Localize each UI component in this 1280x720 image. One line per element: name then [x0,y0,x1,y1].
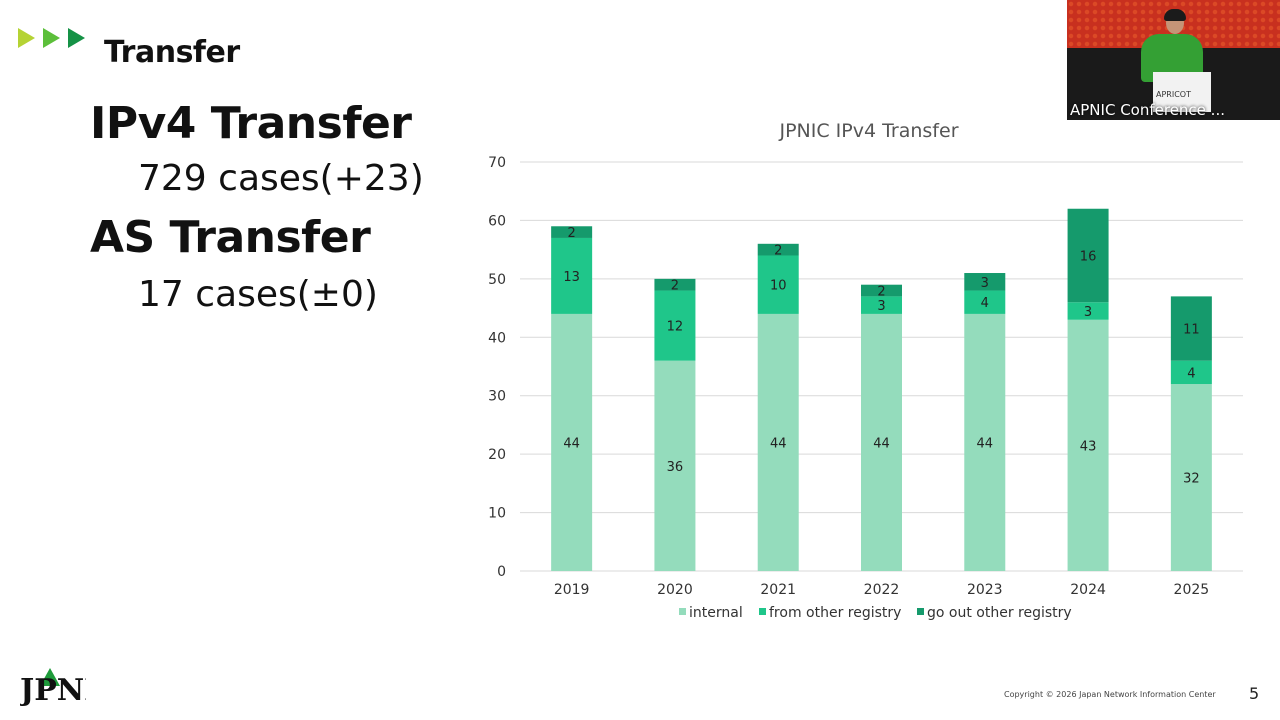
bar-segment [861,284,902,297]
data-label: 32 [1183,472,1200,487]
jpnic-logo: JPNIC [20,668,86,706]
data-label: 10 [770,279,787,294]
data-label: 3 [981,276,989,291]
data-label: 44 [563,436,580,451]
lectern [1153,72,1211,112]
logo-text: JPNIC [20,673,86,706]
data-label: 44 [873,436,890,451]
y-tick-label: 10 [488,506,506,522]
x-tick-label: 2020 [657,582,693,598]
bar-segment [1067,302,1109,320]
x-tick-label: 2025 [1174,582,1210,598]
title-arrows [18,28,85,48]
bar-segment [654,290,696,361]
legend-swatch [759,608,766,615]
data-label: 43 [1080,439,1097,454]
x-tick-label: 2022 [864,582,900,598]
y-tick-label: 0 [497,564,506,580]
y-tick-label: 20 [488,447,506,463]
bar-segment [551,237,593,314]
data-label: 44 [770,436,787,451]
y-tick-label: 40 [488,330,506,346]
bar-segment [964,273,1006,291]
arrow-icon [68,28,85,48]
bar-segment [1067,208,1109,303]
as-heading: AS Transfer [90,212,371,263]
speaker-video[interactable]: APRICOT APNIC Conference ... [1067,0,1280,120]
x-tick-label: 2019 [554,582,590,598]
data-label: 44 [977,436,994,451]
bar-segment [861,296,902,314]
data-label: 13 [563,270,580,285]
legend-label: from other registry [769,605,901,621]
chart-legend: internal from other registry go out other … [679,605,1072,621]
ipv4-heading: IPv4 Transfer [90,98,412,149]
data-label: 3 [877,299,885,314]
bar-segment [1067,319,1109,571]
legend-label: go out other registry [927,605,1072,621]
legend-swatch [917,608,924,615]
chart-y-axis: 0 10 20 30 40 50 60 70 [488,155,506,580]
y-tick-label: 50 [488,272,506,288]
bar-segment [757,255,799,314]
bar-segment [861,313,902,571]
x-tick-label: 2023 [967,582,1003,598]
data-label: 2 [774,244,782,259]
legend-label: internal [689,605,743,621]
x-tick-label: 2021 [760,582,796,598]
legend-swatch [679,608,686,615]
data-label: 4 [981,296,989,311]
section-title: Transfer [104,35,240,70]
y-tick-label: 70 [488,155,506,171]
speaker-hair [1164,9,1186,21]
data-label: 2 [568,226,576,241]
logo-triangle-icon [40,668,60,686]
video-caption: APNIC Conference ... [1070,101,1225,119]
bar-segment [1170,384,1212,571]
data-label: 3 [1084,305,1092,320]
bar-segment [551,226,593,238]
as-cases: 17 cases(±0) [138,274,378,315]
y-tick-label: 30 [488,389,506,405]
bar-segment [757,243,799,256]
bar-segment [757,313,799,571]
arrow-icon [43,28,60,48]
y-tick-label: 60 [488,213,506,229]
copyright-text: Copyright © 2026 Japan Network Informati… [1004,690,1216,699]
data-label: 36 [667,460,684,475]
chart-x-axis: 2019 2020 2021 2022 2023 2024 2025 [554,582,1209,598]
bar-segment [551,313,593,571]
data-label: 16 [1080,249,1097,264]
arrow-icon [18,28,35,48]
data-label: 2 [877,285,885,300]
data-label: 2 [671,279,679,294]
x-tick-label: 2024 [1070,582,1106,598]
data-label: 4 [1187,366,1195,381]
bar-segment [964,313,1006,571]
page-number: 5 [1249,684,1260,703]
lectern-label: APRICOT [1156,90,1191,99]
bar-segment [1170,360,1212,385]
data-label: 11 [1183,323,1200,338]
bar-segment [964,290,1006,314]
bar-segment [654,278,696,291]
chart-title: JPNIC IPv4 Transfer [778,120,958,142]
bar-segment [654,360,696,571]
ipv4-cases: 729 cases(+23) [138,158,424,199]
bar-segment [1170,296,1212,361]
data-label: 12 [667,320,684,335]
